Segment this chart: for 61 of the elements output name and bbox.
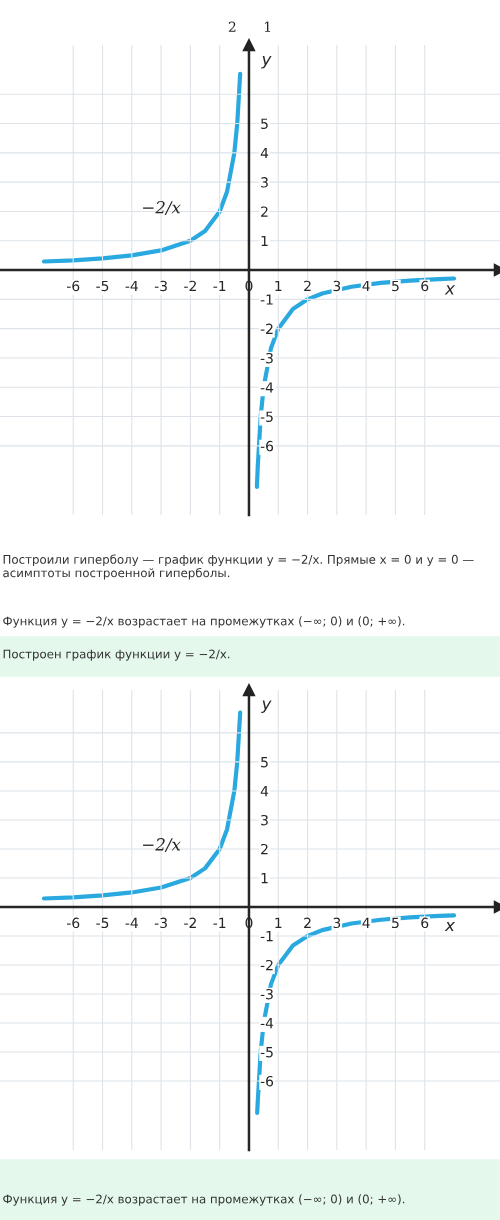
x-tick-label: -3	[154, 917, 167, 929]
x-axis-title: x	[444, 922, 456, 932]
text: Функция y = −2/x возрастает на промежутках (−∞; 0) и (0; +∞).	[3, 616, 405, 628]
x-axis-title: x	[444, 285, 456, 295]
y-tick-label: -4	[260, 382, 274, 393]
x-tick-label: -6	[66, 917, 80, 929]
chart-title: 2 1	[228, 21, 271, 32]
y-tick-label: -1	[260, 931, 273, 942]
line-series	[255, 913, 457, 1115]
y-tick-label: 4	[260, 786, 269, 797]
y-tick-label: -3	[260, 352, 273, 364]
y-axis-title: y	[261, 55, 272, 69]
text: Функция y = −2/x возрастает на промежутках (−∞; 0) и (0; +∞).	[3, 1194, 405, 1206]
x-tick-label: 6	[421, 280, 429, 292]
x-tick-label: -2	[184, 280, 196, 292]
x-tick-label: 5	[392, 917, 399, 929]
line-series	[254, 276, 457, 489]
y-tick-label: 1	[261, 235, 268, 247]
y-tick-label: -1	[260, 294, 273, 305]
x-tick-label: -3	[154, 280, 167, 292]
x-tick-label: 3	[333, 917, 341, 929]
x-tick-label: 4	[362, 917, 370, 928]
x-tick-label: -4	[125, 917, 138, 928]
x-tick-label: 2	[304, 917, 311, 928]
y-tick-label: 5	[261, 118, 268, 129]
text: Построили гиперболу — график функции y = −2/x. Прямые x = 0 и y = 0 — асимптоты построенной гиперболы.	[3, 554, 474, 580]
y-tick-label: 1	[261, 873, 268, 884]
x-tick-label: 6	[421, 917, 429, 929]
y-tick-label: 2	[261, 206, 268, 217]
x-tick-label: -1	[213, 917, 226, 928]
x-tick-label: -5	[96, 917, 109, 929]
y-tick-label: 4	[260, 147, 269, 159]
line-series	[41, 71, 243, 264]
x-tick-label: -2	[184, 917, 196, 928]
y-tick-label: -6	[260, 440, 274, 452]
x-tick-label: -5	[96, 280, 109, 292]
y-tick-label: -5	[260, 411, 273, 423]
x-tick-label: 1	[275, 280, 282, 292]
x-tick-label: -6	[66, 280, 80, 292]
annotation: −2/x	[143, 200, 181, 215]
y-tick-label: -2	[260, 959, 273, 971]
x-tick-label: 2	[304, 280, 311, 292]
y-axis-title: y	[261, 700, 272, 713]
x-tick-label: 3	[333, 280, 341, 292]
x-tick-label: 5	[392, 280, 399, 292]
line-series	[41, 710, 243, 901]
x-tick-label: -4	[125, 280, 138, 292]
y-tick-label: -3	[260, 988, 273, 1000]
y-tick-label: -6	[260, 1075, 274, 1087]
text: Построен график функции y = −2/x.	[3, 649, 230, 661]
y-tick-label: -4	[260, 1018, 274, 1029]
x-tick-label: -1	[213, 280, 226, 292]
y-tick-label: -5	[260, 1047, 273, 1058]
y-tick-label: 5	[261, 757, 268, 768]
x-tick-label: 1	[275, 917, 282, 928]
x-tick-label: 4	[362, 280, 370, 292]
y-tick-label: 3	[261, 814, 268, 826]
annotation: −2/x	[143, 838, 181, 852]
y-tick-label: 3	[261, 177, 268, 188]
y-tick-label: -2	[260, 323, 273, 334]
y-tick-label: 2	[261, 843, 268, 855]
